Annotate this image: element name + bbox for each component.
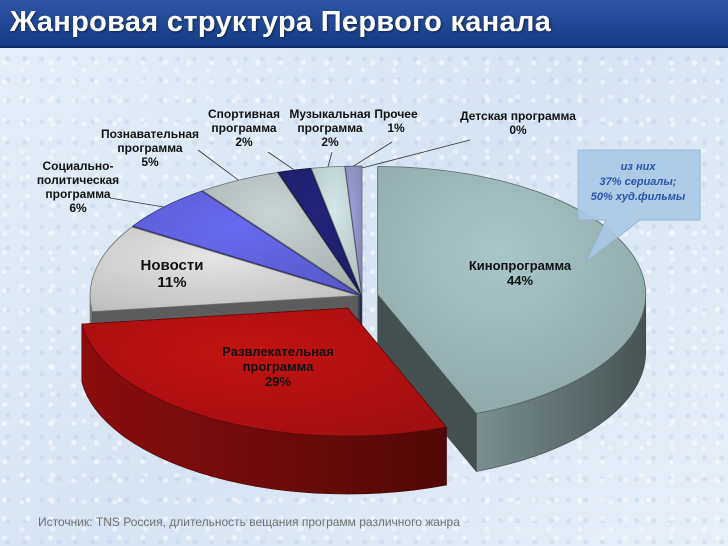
slice-label-5: Спортивная программа 2%: [208, 107, 280, 149]
leader-line-7: [353, 141, 393, 167]
slice-label-6: Музыкальная программа 2%: [289, 107, 370, 149]
pie-slice-3: [131, 190, 360, 296]
slice-label-1: Развлекательная программа 29%: [222, 344, 334, 389]
annotation-text: из них 37% сериалы; 50% худ.фильмы: [591, 161, 686, 203]
slice-label-8: Детская программа 0%: [460, 109, 576, 137]
leader-line-4: [197, 149, 239, 181]
slice-label-2: Новости 11%: [141, 257, 204, 291]
leader-line-5: [267, 151, 295, 171]
source-note: Источник: TNS Россия, длительность вещан…: [38, 515, 460, 529]
pie-tops: [81, 165, 647, 437]
slice-label-0: Кинопрограмма 44%: [469, 258, 572, 288]
page-title: Жанровая структура Первого канала: [10, 6, 552, 38]
pie-slice-2: [89, 226, 359, 313]
pie-slice-4: [201, 172, 361, 295]
leader-line-3: [109, 197, 164, 208]
leader-line-6: [327, 151, 333, 168]
slice-label-3: Социально-политическая программа 6%: [37, 159, 119, 215]
pie-slice-5: [277, 167, 362, 295]
title-bar: Жанровая структура Первого канала: [0, 0, 728, 48]
leader-line-8: [361, 139, 471, 169]
pie-slice-1: [81, 307, 448, 437]
slice-labels: Кинопрограмма 44% Развлекательная программа…: [37, 107, 576, 389]
slice-label-4: Познавательная программа 5%: [101, 127, 199, 169]
pie-slice-0: [377, 166, 647, 414]
slice-label-7: Прочее 1%: [374, 107, 418, 135]
pie-slice-7: [344, 165, 363, 295]
annotation-callout: из них 37% сериалы; 50% худ.фильмы: [577, 149, 701, 263]
